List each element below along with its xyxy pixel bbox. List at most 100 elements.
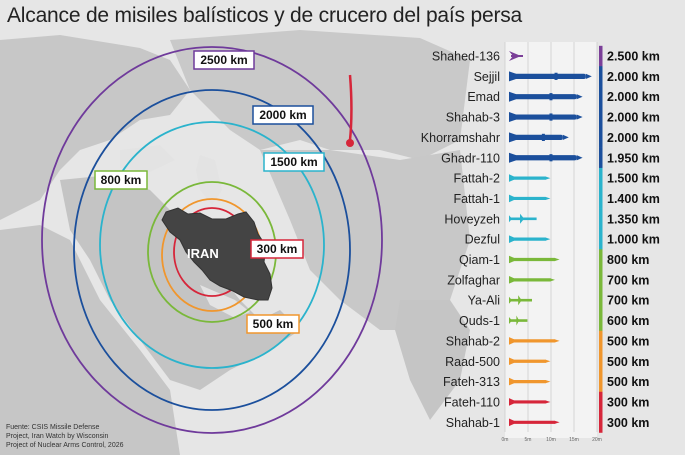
central-asia-landmass xyxy=(260,150,470,330)
missile-name: Shahed-136 xyxy=(432,50,500,64)
missile-row: Dezful 1.000 km xyxy=(465,233,660,247)
missile-range: 1.500 km xyxy=(607,172,660,186)
missile-trail-head xyxy=(346,139,354,147)
missile-name: Raad-500 xyxy=(445,355,500,369)
caspian-sea xyxy=(196,155,222,205)
missile-range: 1.950 km xyxy=(607,151,660,165)
range-ring-2000 xyxy=(73,89,351,411)
length-axis-ticks: 0m 5m 10m 15m 20m xyxy=(502,437,602,443)
india-landmass xyxy=(395,300,470,420)
range-band xyxy=(599,167,603,189)
length-grid xyxy=(504,42,598,432)
missile-range: 2.000 km xyxy=(607,131,660,145)
missile-name: Emad xyxy=(467,90,500,104)
missile-range: 1.000 km xyxy=(607,233,660,247)
missile-panel: Shahed-136 2.500 km Sejjil 2.000 km Emad 2.00… xyxy=(421,42,660,443)
missile-row: Shahed-136 2.500 km xyxy=(432,50,660,64)
missile-name: Zolfaghar xyxy=(447,273,500,287)
missile-row: Qiam-1 800 km xyxy=(459,253,649,267)
missile-silhouette xyxy=(509,51,523,61)
missile-silhouette xyxy=(509,213,537,224)
missile-row: Hoveyzeh 1.350 km xyxy=(444,212,659,226)
missile-name: Qiam-1 xyxy=(459,253,500,267)
missile-silhouette xyxy=(509,255,560,264)
ring-label-text: 300 km xyxy=(257,242,298,256)
length-tick-label: 20m xyxy=(592,437,602,443)
black-sea xyxy=(120,145,175,172)
missile-row: Sejjil 2.000 km xyxy=(474,70,660,84)
missile-silhouette xyxy=(509,377,551,386)
missile-name: Khorramshahr xyxy=(421,131,500,145)
missile-silhouette xyxy=(509,315,528,326)
ring-label-2500: 2500 km xyxy=(193,50,255,70)
ring-label-300: 300 km xyxy=(250,239,304,259)
ring-label-800: 800 km xyxy=(94,170,148,190)
missile-name: Sejjil xyxy=(474,70,500,84)
ring-label-text: 500 km xyxy=(253,317,294,331)
missile-range: 500 km xyxy=(607,334,649,348)
range-band xyxy=(599,45,603,67)
missile-name: Shahab-1 xyxy=(446,416,500,430)
missile-silhouette xyxy=(509,398,551,406)
missile-silhouette xyxy=(509,194,551,203)
missile-range: 1.350 km xyxy=(607,212,660,226)
ring-label-text: 2500 km xyxy=(200,53,247,67)
range-band xyxy=(599,371,603,393)
range-band xyxy=(599,269,603,291)
missile-range: 500 km xyxy=(607,375,649,389)
ring-label-text: 800 km xyxy=(101,173,142,187)
source-note: Fuente: CSIS Missile Defense Project, Ir… xyxy=(6,423,124,450)
range-band xyxy=(599,208,603,230)
africa-landmass xyxy=(0,225,180,455)
missile-row: Shahab-1 300 km xyxy=(446,416,650,430)
missile-range: 800 km xyxy=(607,253,649,267)
landmasses xyxy=(0,30,470,455)
missile-silhouette xyxy=(509,91,583,102)
missile-row: Fattah-2 1.500 km xyxy=(453,172,659,186)
missile-row: Raad-500 500 km xyxy=(445,355,649,369)
missile-rows: Shahed-136 2.500 km Sejjil 2.000 km Emad 2.00… xyxy=(421,50,660,430)
missile-silhouette xyxy=(509,174,551,182)
missile-range: 300 km xyxy=(607,395,649,409)
source-line: Fuente: CSIS Missile Defense xyxy=(6,424,100,431)
range-band xyxy=(599,249,603,270)
range-band xyxy=(599,228,603,250)
missile-silhouette xyxy=(509,132,569,143)
range-band xyxy=(599,188,603,209)
page-title: Alcance de misiles balísticos y de cruce… xyxy=(7,4,523,27)
length-tick-label: 10m xyxy=(546,437,556,443)
missile-range: 500 km xyxy=(607,355,649,369)
range-ring-2500 xyxy=(41,46,383,434)
missile-row: Quds-1 600 km xyxy=(459,314,649,328)
mideast-landmass xyxy=(60,175,300,390)
length-tick-label: 0m xyxy=(502,437,509,443)
iran-label: IRAN xyxy=(187,246,219,261)
missile-name: Dezful xyxy=(465,233,500,247)
missile-row: Zolfaghar 700 km xyxy=(447,273,649,287)
missile-row: Khorramshahr 2.000 km xyxy=(421,131,660,145)
missile-row: Fateh-313 500 km xyxy=(443,375,649,389)
missile-trail xyxy=(346,74,354,147)
missile-row: Fateh-110 300 km xyxy=(444,395,649,409)
ring-label-text: 1500 km xyxy=(270,155,317,169)
missile-row: Shahab-2 500 km xyxy=(446,334,650,348)
range-color-bands xyxy=(599,45,603,433)
ring-label-500: 500 km xyxy=(246,314,300,334)
missile-silhouette xyxy=(509,357,551,366)
missile-row: Ya-Ali 700 km xyxy=(468,294,650,308)
missile-silhouette xyxy=(509,337,560,345)
missile-row: Emad 2.000 km xyxy=(467,90,659,104)
length-tick-label: 5m xyxy=(525,437,532,443)
range-band xyxy=(599,86,603,108)
ring-label-2000: 2000 km xyxy=(252,105,314,125)
missile-range: 2.000 km xyxy=(607,111,660,125)
missile-name: Shahab-2 xyxy=(446,334,500,348)
missile-silhouette xyxy=(509,152,583,163)
missile-range: 300 km xyxy=(607,416,649,430)
range-band xyxy=(599,290,603,311)
range-band xyxy=(599,351,603,372)
range-band xyxy=(599,106,603,128)
missile-range: 700 km xyxy=(607,273,649,287)
